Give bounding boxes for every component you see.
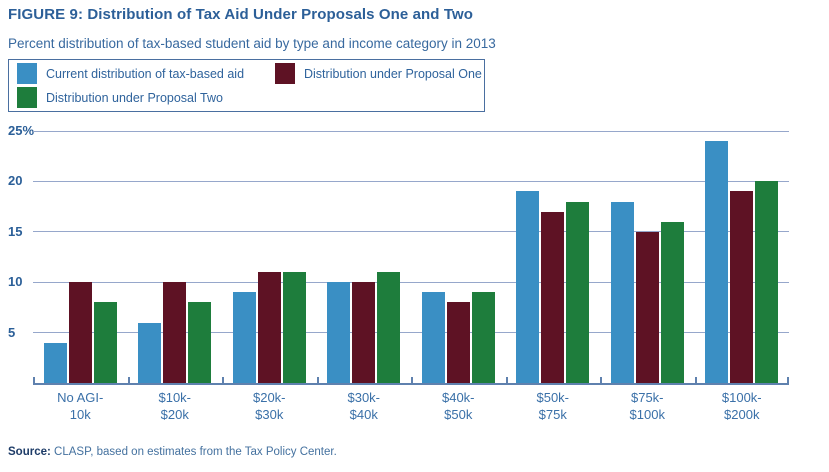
- bar: [352, 282, 376, 383]
- legend: Current distribution of tax-based aid Di…: [8, 59, 485, 112]
- x-axis-category-label: $75k- $100k: [629, 390, 665, 422]
- y-axis-tick-label: 25%: [8, 123, 35, 138]
- source-note: Source: CLASP, based on estimates from t…: [8, 446, 337, 458]
- bar: [610, 201, 634, 383]
- bar: [257, 272, 281, 383]
- bar-group: [600, 131, 695, 383]
- legend-swatch-proposal-two-icon: [17, 87, 37, 108]
- bar-groups: [33, 131, 789, 383]
- legend-swatch-proposal-one-icon: [275, 63, 295, 84]
- bar: [755, 181, 779, 383]
- x-axis-labels: No AGI- 10k $10k- $20k $20k- $30k $30k- $40…: [33, 389, 789, 423]
- bar: [660, 221, 684, 383]
- bar-group: [506, 131, 601, 383]
- y-axis-tick-label: 5: [8, 324, 16, 340]
- bar: [68, 282, 92, 383]
- bar: [282, 272, 306, 383]
- legend-label-proposal-two: Distribution under Proposal Two: [46, 90, 223, 105]
- gridline: [33, 332, 789, 334]
- legend-item-proposal-two: Distribution under Proposal Two: [17, 87, 275, 108]
- x-axis-category-label: $100k- $200k: [721, 390, 762, 422]
- gridline: [33, 231, 789, 233]
- bar: [188, 302, 212, 383]
- x-axis-tick: [33, 377, 35, 383]
- bar: [43, 342, 67, 383]
- y-axis-tick-label: 10: [8, 274, 23, 290]
- bar: [471, 292, 495, 383]
- x-axis-category-label: $50k- $75k: [536, 390, 570, 422]
- x-axis-tick: [411, 377, 413, 383]
- bar: [138, 322, 162, 383]
- x-axis-tick: [316, 377, 319, 383]
- bar-group: [128, 131, 223, 383]
- x-axis-category-label: $40k- $50k: [441, 390, 475, 422]
- x-axis-tick: [694, 377, 697, 383]
- x-axis-tick: [787, 377, 789, 383]
- bar: [566, 201, 590, 383]
- gridline: [33, 130, 789, 132]
- x-axis-tick: [600, 377, 602, 383]
- plot-area: [33, 130, 789, 385]
- bar: [516, 191, 540, 383]
- legend-label-current: Current distribution of tax-based aid: [46, 66, 245, 81]
- source-text: CLASP, based on estimates from the Tax P…: [50, 446, 337, 458]
- legend-item-proposal-one: Distribution under Proposal One: [275, 63, 482, 84]
- figure-subtitle: Percent distribution of tax-based studen…: [8, 36, 496, 51]
- bar: [421, 292, 445, 383]
- legend-item-current: Current distribution of tax-based aid: [17, 63, 275, 84]
- bar: [93, 302, 117, 383]
- gridline: [33, 180, 789, 182]
- bar-group: [222, 131, 317, 383]
- bar: [446, 302, 470, 383]
- legend-swatch-current-icon: [17, 63, 37, 84]
- x-axis-category-label: $20k- $30k: [252, 390, 286, 422]
- figure-title: FIGURE 9: Distribution of Tax Aid Under …: [8, 6, 474, 23]
- x-axis-tick: [505, 377, 508, 383]
- bar-group: [317, 131, 412, 383]
- x-axis-category-label: No AGI- 10k: [57, 390, 104, 422]
- bar-group: [33, 131, 128, 383]
- bar: [705, 141, 729, 383]
- bar: [327, 282, 351, 383]
- bar: [163, 282, 187, 383]
- source-label: Source:: [8, 446, 51, 458]
- x-axis-category-label: $30k- $40k: [347, 390, 381, 422]
- y-axis-tick-label: 15: [8, 223, 23, 239]
- bar: [232, 292, 256, 383]
- y-axis-tick-label: 20: [8, 173, 23, 189]
- bar-group: [411, 131, 506, 383]
- bar: [541, 211, 565, 383]
- bar: [635, 231, 659, 383]
- bar: [377, 272, 401, 383]
- gridline: [33, 281, 789, 283]
- x-axis-tick: [127, 377, 130, 383]
- legend-label-proposal-one: Distribution under Proposal One: [304, 66, 482, 81]
- bar-group: [695, 131, 790, 383]
- bar: [730, 191, 754, 383]
- x-axis-tick: [222, 377, 224, 383]
- x-axis-category-label: $10k- $20k: [158, 390, 192, 422]
